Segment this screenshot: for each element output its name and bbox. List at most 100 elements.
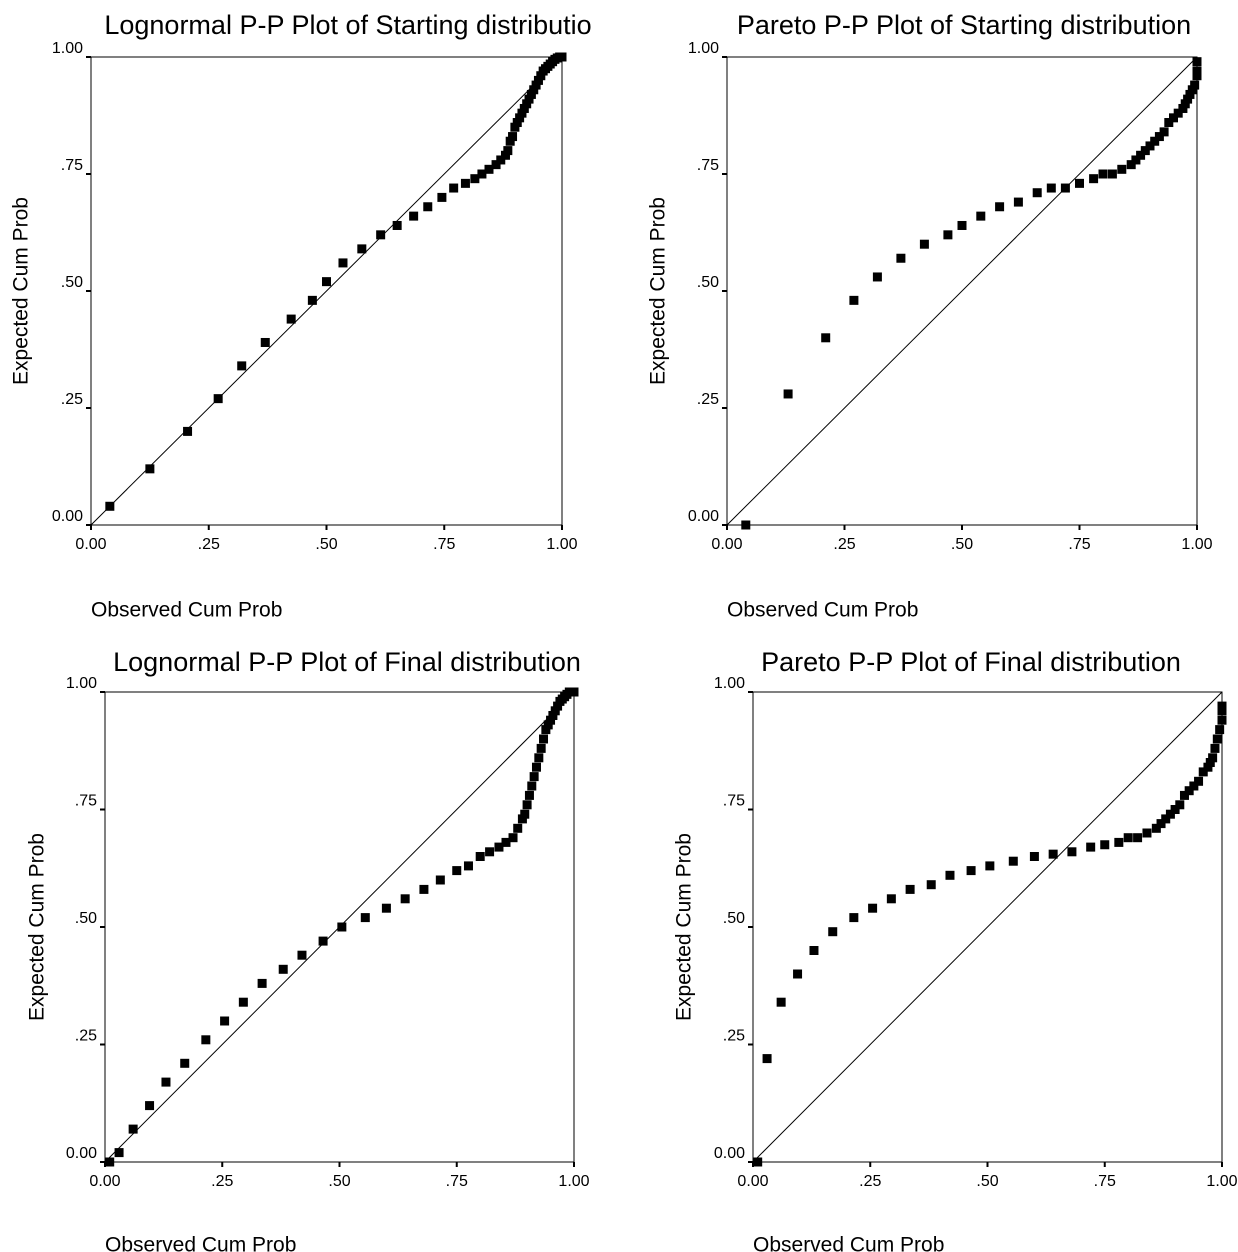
y-tick-label: .25 <box>697 391 719 408</box>
data-point <box>145 464 155 474</box>
y-tick-label: 0.00 <box>714 1145 745 1162</box>
data-point <box>905 884 915 894</box>
data-point <box>517 108 527 118</box>
data-point <box>512 118 522 128</box>
data-point <box>105 1157 115 1167</box>
data-point <box>1189 781 1199 791</box>
data-point <box>400 894 410 904</box>
data-point <box>529 85 539 95</box>
data-point <box>1098 169 1108 179</box>
data-point <box>460 178 470 188</box>
data-point <box>435 875 445 885</box>
data-point <box>553 701 563 711</box>
x-tick-label: 0.00 <box>711 536 742 553</box>
data-point <box>1123 833 1133 843</box>
data-point <box>201 1035 211 1045</box>
pp-plot-0: Lognormal P-P Plot of Starting distribut… <box>10 10 592 621</box>
data-point <box>1169 113 1178 123</box>
data-point <box>529 772 539 782</box>
data-point <box>260 337 270 347</box>
data-point <box>381 903 391 913</box>
data-point <box>821 333 831 343</box>
x-tick-label: 1.00 <box>1181 536 1212 553</box>
data-point <box>1145 141 1155 151</box>
data-point <box>257 978 267 988</box>
data-point <box>220 1016 230 1026</box>
x-tick-label: .50 <box>976 1173 998 1190</box>
y-axis-label: Expected Cum Prob <box>10 197 33 385</box>
data-point <box>872 272 882 282</box>
data-point <box>569 687 579 697</box>
data-point <box>868 903 878 913</box>
pp-plot-3: Pareto P-P Plot of Final distribution 0.0… <box>673 647 1238 1252</box>
data-point <box>1048 849 1058 859</box>
y-tick-label: 0.00 <box>52 508 83 525</box>
y-tick-label: .50 <box>61 274 83 291</box>
data-point <box>1013 197 1023 207</box>
data-point <box>338 258 348 268</box>
data-point <box>322 277 331 287</box>
data-point <box>485 847 495 857</box>
data-point <box>828 927 838 937</box>
data-point <box>985 861 995 871</box>
data-point <box>1140 146 1150 156</box>
data-point <box>501 837 511 847</box>
data-point <box>1210 743 1220 753</box>
data-point <box>762 1054 772 1064</box>
x-tick-label: .25 <box>859 1173 881 1190</box>
data-point <box>180 1058 190 1068</box>
data-point <box>1032 188 1042 198</box>
data-point <box>1114 837 1124 847</box>
data-point <box>546 715 556 725</box>
x-tick-label: .50 <box>315 536 337 553</box>
data-point <box>1126 160 1136 170</box>
data-point <box>515 113 525 123</box>
data-point <box>1192 57 1202 67</box>
data-point <box>1142 828 1152 838</box>
data-point <box>1175 800 1185 810</box>
data-point <box>849 913 859 923</box>
y-tick-label: .25 <box>723 1028 745 1045</box>
data-point <box>517 814 527 824</box>
data-point <box>926 880 936 890</box>
data-point <box>463 861 473 871</box>
data-point <box>1192 71 1202 81</box>
y-axis-label: Expected Cum Prob <box>673 833 696 1021</box>
data-point <box>286 314 296 324</box>
data-point <box>1046 183 1056 193</box>
data-point <box>1173 108 1183 118</box>
data-point <box>1192 66 1202 76</box>
data-point <box>531 80 541 90</box>
data-point <box>793 969 803 979</box>
data-point <box>1060 183 1070 193</box>
data-point <box>557 52 567 62</box>
data-point <box>183 426 193 436</box>
data-point <box>508 833 518 843</box>
data-point <box>238 997 248 1007</box>
x-axis-label: Observed Cum Prob <box>105 1234 296 1252</box>
data-point <box>1100 840 1110 850</box>
data-point <box>484 164 494 174</box>
data-point <box>524 94 534 104</box>
data-point <box>114 1148 124 1158</box>
data-point <box>943 230 953 240</box>
x-axis-label: Observed Cum Prob <box>727 599 918 622</box>
data-point <box>1212 734 1222 744</box>
data-point <box>1198 767 1208 777</box>
x-tick-label: 1.00 <box>558 1173 589 1190</box>
data-point <box>318 936 328 946</box>
data-point <box>1086 842 1096 852</box>
data-point <box>945 870 955 880</box>
data-point <box>491 160 501 170</box>
data-point <box>976 211 986 221</box>
data-point <box>128 1124 138 1134</box>
data-point <box>297 950 307 960</box>
data-point <box>1187 85 1197 95</box>
data-point <box>357 244 367 254</box>
data-point <box>783 389 793 399</box>
data-point <box>1185 89 1195 99</box>
data-point <box>392 220 402 230</box>
data-point <box>508 132 518 142</box>
data-point <box>1075 178 1084 188</box>
data-point <box>741 520 751 530</box>
